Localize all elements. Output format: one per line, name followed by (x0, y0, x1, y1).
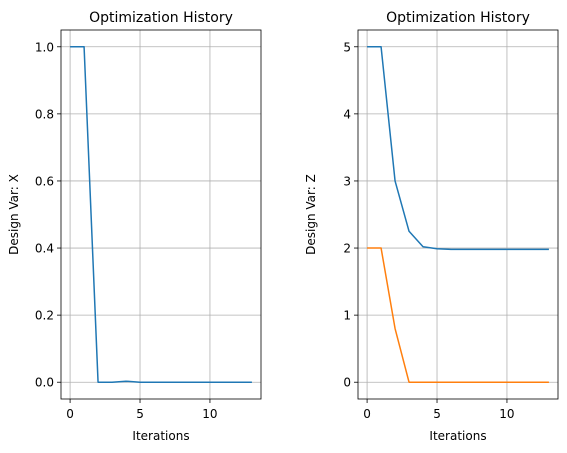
chart-2-frame (357, 29, 559, 400)
chart-2-ytick-label-5: 5 (343, 40, 351, 54)
chart-2-xlabel: Iterations (429, 429, 486, 443)
chart-1: 0 5 10 0.0 0.2 0.4 0.6 0.8 1.0 Optimization Histo… (7, 10, 262, 443)
chart-1-xlabel: Iterations (132, 429, 189, 443)
chart-1-xtick-label-2: 10 (202, 407, 217, 421)
chart-1-xtick-label-0: 0 (66, 407, 74, 421)
chart-2-xtick-label-2: 10 (499, 407, 514, 421)
chart-1-ytick-label-3: 0.6 (35, 174, 54, 188)
chart-2-series-1-line (367, 46, 549, 251)
chart-1-ytick-label-2: 0.4 (35, 242, 54, 256)
chart-2-ytick-label-4: 4 (343, 107, 351, 121)
chart-2-ytick-label-1: 1 (343, 309, 351, 323)
chart-2-ytick-label-2: 2 (343, 242, 351, 256)
chart-1-title: Optimization History (89, 10, 233, 26)
chart-2-xtick-label-1: 5 (433, 407, 441, 421)
chart-2-ylabel: Design Var: Z (304, 174, 318, 255)
chart-1-ytick-label-5: 1.0 (35, 40, 54, 54)
chart-1-ytick-label-1: 0.2 (35, 309, 54, 323)
chart-2-xtick-label-0: 0 (363, 407, 371, 421)
chart-2-ytick-label-3: 3 (343, 174, 351, 188)
chart-2-series-2-line (367, 247, 549, 383)
chart-1-series-1-line (70, 46, 252, 383)
chart-1-xtick-label-1: 5 (136, 407, 144, 421)
chart-1-ytick-label-4: 0.8 (35, 107, 54, 121)
chart-1-ytick-label-0: 0.0 (35, 376, 54, 390)
chart-1-ylabel: Design Var: X (7, 174, 21, 255)
chart-1-frame (60, 29, 262, 400)
chart-2-title: Optimization History (386, 10, 530, 26)
chart-2: 0 5 10 0 1 2 3 4 5 Optimization History Iterations… (304, 10, 559, 443)
chart-2-ytick-label-0: 0 (343, 376, 351, 390)
